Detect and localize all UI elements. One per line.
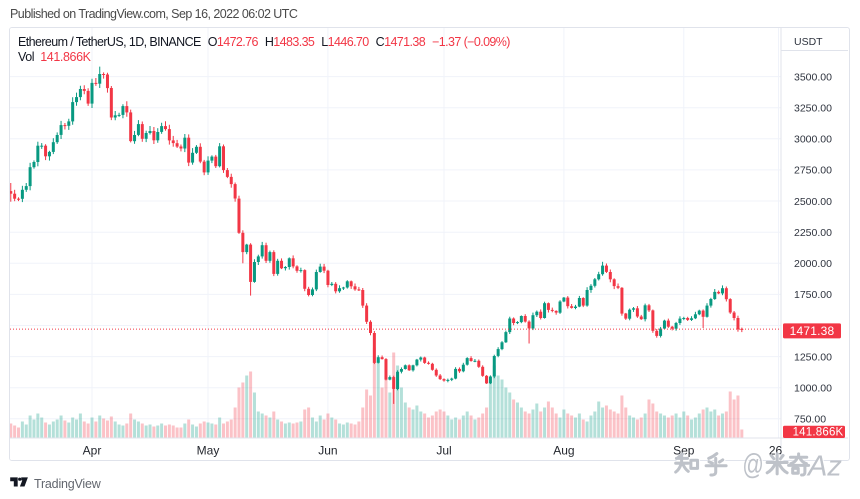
svg-text:Jul: Jul [436, 444, 451, 458]
svg-text:1750.00: 1750.00 [794, 289, 832, 301]
svg-text:USDT: USDT [794, 36, 823, 48]
svg-text:1000.00: 1000.00 [794, 383, 832, 395]
svg-text:3250.00: 3250.00 [794, 103, 832, 115]
svg-text:750.00: 750.00 [794, 414, 826, 426]
svg-text:141.866K: 141.866K [793, 427, 844, 439]
svg-text:2250.00: 2250.00 [794, 227, 832, 239]
svg-text:1250.00: 1250.00 [794, 351, 832, 363]
svg-text:Aug: Aug [553, 444, 574, 458]
svg-text:May: May [197, 444, 220, 458]
svg-text:Sep: Sep [673, 444, 695, 458]
svg-text:2500.00: 2500.00 [794, 196, 832, 208]
svg-text:3500.00: 3500.00 [794, 71, 832, 83]
svg-text:Jun: Jun [318, 444, 337, 458]
svg-text:2000.00: 2000.00 [794, 258, 832, 270]
svg-text:1471.38: 1471.38 [790, 324, 835, 338]
svg-text:3000.00: 3000.00 [794, 134, 832, 146]
svg-text:2750.00: 2750.00 [794, 165, 832, 177]
svg-text:Apr: Apr [83, 444, 102, 458]
